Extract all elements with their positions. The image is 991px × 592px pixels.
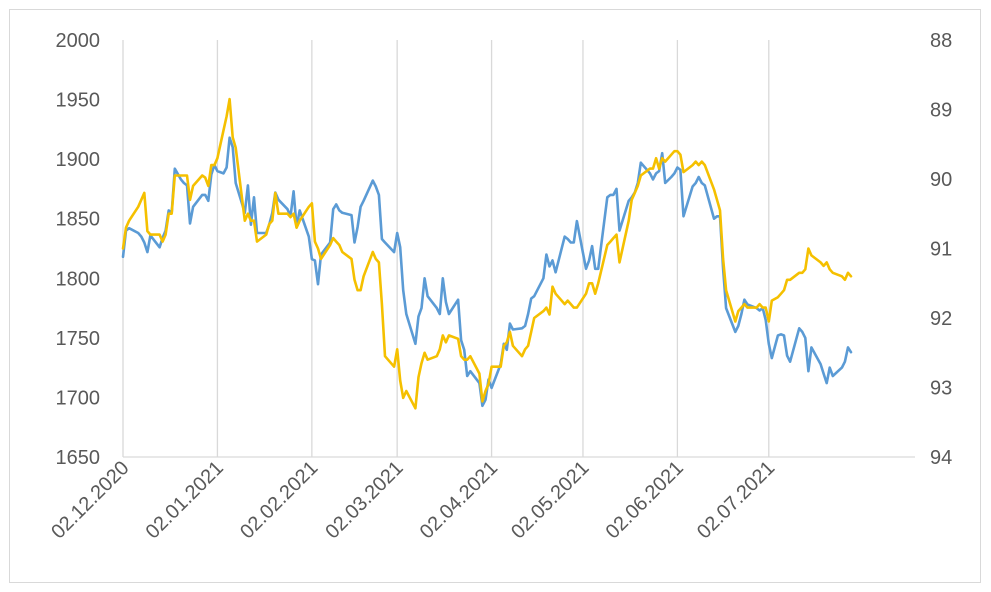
y-left-tick-label: 1750 [56,328,101,350]
y-left-tick-label: 1800 [56,268,101,290]
y-right-tick-label: 93 [930,378,952,400]
y-left-tick-label: 1900 [56,149,101,171]
y-right-tick-label: 88 [930,30,952,52]
y-left-tick-label: 1850 [56,209,101,231]
y-left-tick-label: 1650 [56,447,101,469]
y-left-tick-label: 1700 [56,387,101,409]
y-right-tick-label: 94 [930,447,952,469]
x-tick-label: 02.04.2021 [416,457,502,543]
x-tick-label: 02.12.2020 [47,457,133,543]
y-right-tick-label: 90 [930,169,952,191]
x-tick-label: 02.01.2021 [142,457,228,543]
y-right-tick-label: 91 [930,239,952,261]
x-tick-label: 02.07.2021 [693,457,779,543]
series-line-right-axis [121,97,853,410]
series-line-left-axis [121,136,853,408]
x-tick-label: 02.05.2021 [507,457,593,543]
y-left-tick-label: 2000 [56,30,101,52]
x-tick-label: 02.06.2021 [602,457,688,543]
y-left-tick-label: 1950 [56,90,101,112]
y-right-tick-label: 89 [930,100,952,122]
x-tick-label: 02.02.2021 [236,457,322,543]
y-right-tick-label: 92 [930,308,952,330]
x-tick-label: 02.03.2021 [321,457,407,543]
chart-frame [9,9,981,583]
